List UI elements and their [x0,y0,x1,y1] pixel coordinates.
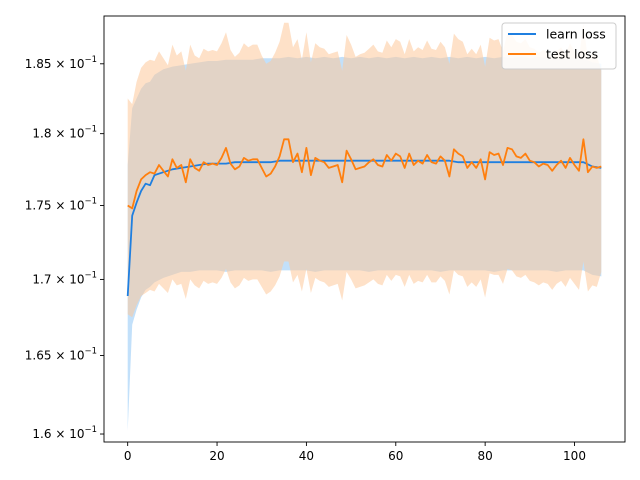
y-tick-label: 1.7 × 10−1 [32,270,97,286]
y-tick-label: 1.6 × 10−1 [32,425,97,441]
x-tick-label: 100 [563,449,586,463]
legend-label-learn-loss: learn loss [546,27,606,42]
y-axis: 1.6 × 10−1 1.65 × 10−1 1.7 × 10−1 1.75 × 10… [25,55,104,441]
band-test-loss [127,22,602,318]
line-test-loss [127,138,602,210]
x-tick-label: 20 [209,449,224,463]
x-tick-label: 40 [299,449,314,463]
confidence-bands [127,22,602,431]
x-axis: 0 20 40 60 80 100 [124,442,586,463]
x-tick-label: 80 [478,449,493,463]
series-lines [126,138,602,297]
y-tick-label: 1.75 × 10−1 [25,197,97,213]
x-tick-label: 60 [388,449,403,463]
legend: learn loss test loss [501,22,617,70]
x-tick-label: 0 [124,449,132,463]
y-tick-label: 1.65 × 10−1 [25,347,97,363]
y-tick-label: 1.8 × 10−1 [32,125,97,141]
y-tick-label: 1.85 × 10−1 [25,55,97,71]
legend-label-test-loss: test loss [546,47,598,62]
plot-frame [103,15,626,443]
